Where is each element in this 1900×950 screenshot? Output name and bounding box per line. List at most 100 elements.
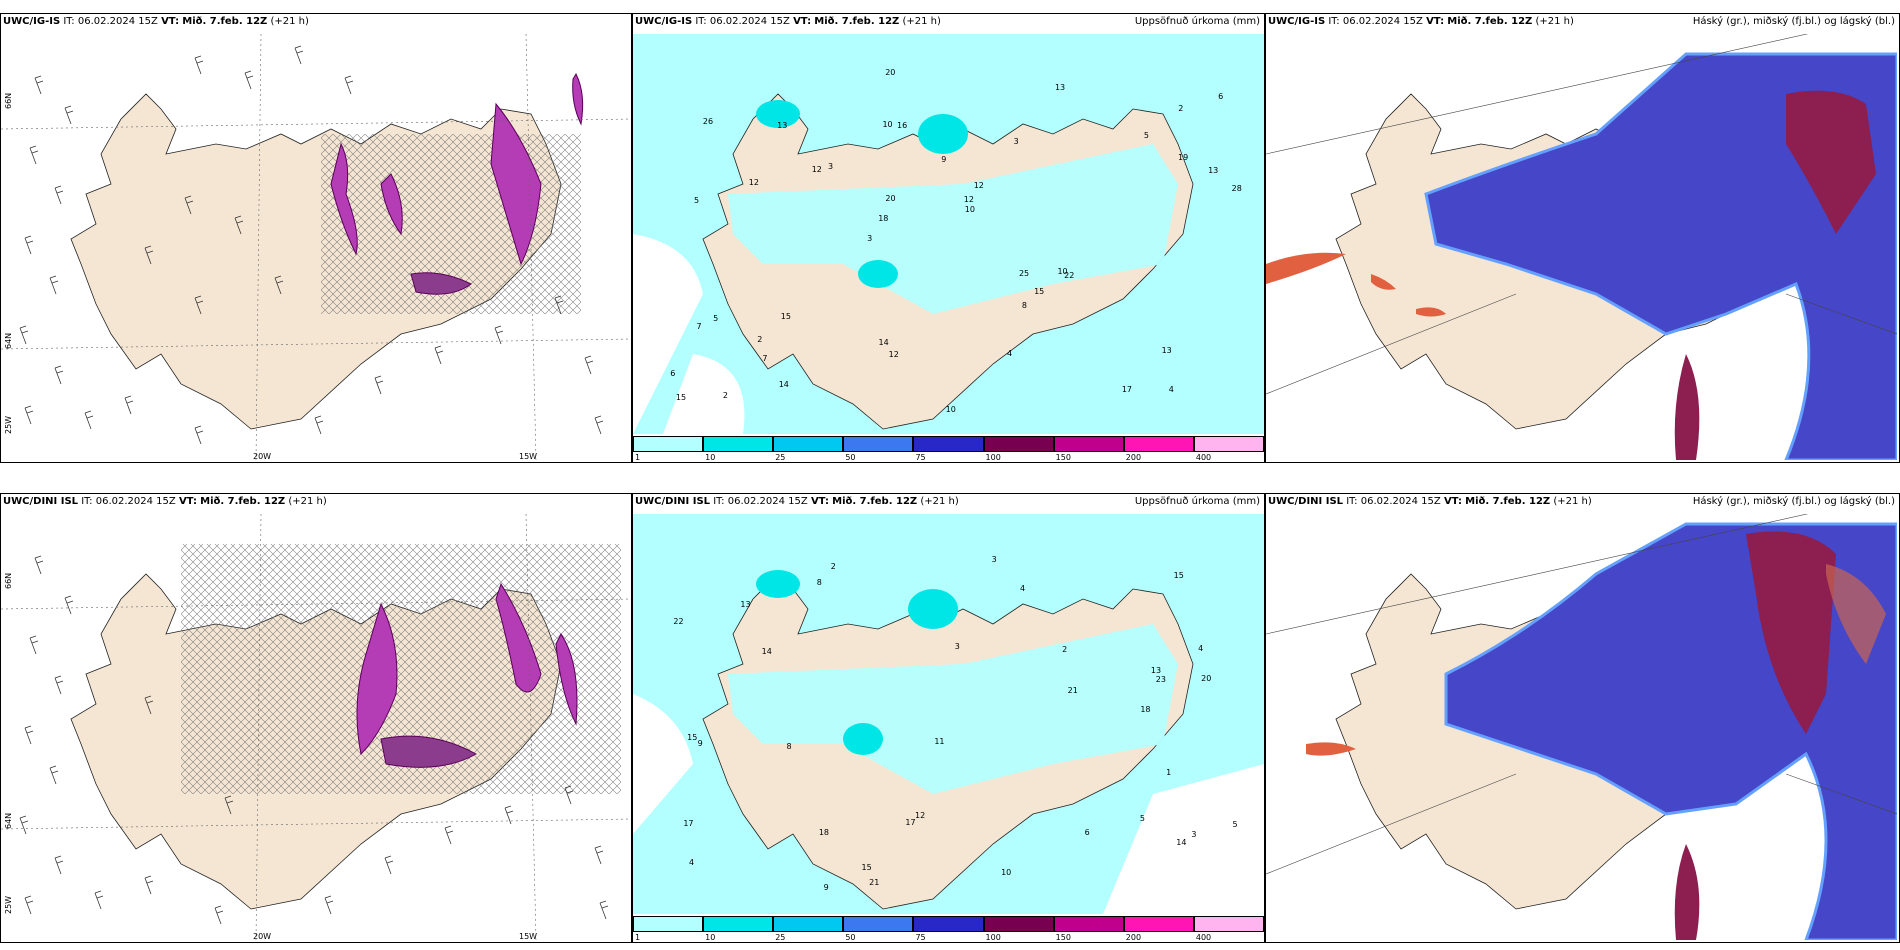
precip-value: 20 xyxy=(885,68,896,78)
lat-label: 64N xyxy=(4,812,13,829)
clouds-map xyxy=(1266,34,1897,460)
colorbar-tick: 25 xyxy=(775,453,786,462)
precip-value: 18 xyxy=(818,827,830,837)
colorbar-tick: 1 xyxy=(635,453,641,462)
precip-value: 12 xyxy=(811,164,822,174)
precip-value: 3 xyxy=(827,162,834,172)
precip-value: 13 xyxy=(1208,165,1219,175)
precip-value: 11 xyxy=(934,736,945,746)
lat-label: 25W xyxy=(4,895,13,914)
precip-value: 8 xyxy=(1021,301,1027,311)
precip-value: 13 xyxy=(777,121,788,131)
panel-precip-bottom: UWC/DINI ISL IT: 06.02.2024 15Z VT: Mið.… xyxy=(632,493,1265,943)
precip-value: 4 xyxy=(1006,349,1013,359)
precip-value: 15 xyxy=(675,392,687,402)
precip-value: 5 xyxy=(1139,813,1146,823)
precip-value: 26 xyxy=(702,116,714,126)
precip-value: 21 xyxy=(1067,685,1078,695)
panel-clouds-top: UWC/IG-IS IT: 06.02.2024 15Z VT: Mið. 7.… xyxy=(1265,13,1900,463)
precip-value: 9 xyxy=(941,154,947,164)
precip-value: 12 xyxy=(915,810,926,820)
precip-value: 4 xyxy=(688,857,695,867)
rate-blob xyxy=(330,142,358,256)
colorbar-tick: 400 xyxy=(1195,933,1212,942)
precip-value: 15 xyxy=(780,311,791,321)
wind-map xyxy=(1,514,631,940)
colorbar-swatch xyxy=(773,916,844,932)
lon-label: 15W xyxy=(519,932,538,941)
precip-value: 10 xyxy=(964,204,975,214)
colorbar-swatch xyxy=(983,916,1054,932)
precip-value: 12 xyxy=(888,350,899,360)
precip-value: 17 xyxy=(905,818,916,828)
panel-title: UWC/DINI ISL IT: 06.02.2024 15Z VT: Mið.… xyxy=(1268,496,1592,507)
precip-value: 10 xyxy=(882,119,893,129)
rate-blob xyxy=(380,173,403,236)
precip-value: 9 xyxy=(697,738,703,748)
colorbar-tick: 10 xyxy=(705,933,716,942)
colorbar: 1 10 25 50 75 100 150 200 400 xyxy=(633,436,1264,462)
precip-value: 17 xyxy=(683,818,694,828)
colorbar-swatch xyxy=(843,916,914,932)
colorbar-tick: 200 xyxy=(1125,933,1142,942)
colorbar-swatch xyxy=(773,436,844,452)
precip-value: 13 xyxy=(1161,345,1172,355)
colorbar-swatch xyxy=(633,436,704,452)
precip-value: 18 xyxy=(1140,705,1151,715)
panel-subtitle: Háský (gr.), miðský (fj.bl.) og lágský (… xyxy=(1692,16,1895,27)
precip-value: 2 xyxy=(757,334,763,344)
colorbar-tick: 50 xyxy=(845,933,856,942)
panel-wind-top: UWC/IG-IS IT: 06.02.2024 15Z VT: Mið. 7.… xyxy=(0,13,632,463)
precip-value: 5 xyxy=(713,314,719,324)
precip-value: 18 xyxy=(878,214,889,224)
colorbar-tick: 1 xyxy=(635,933,641,942)
colorbar-swatch xyxy=(913,436,984,452)
precip-value: 12 xyxy=(748,177,759,187)
colorbar-tick: 100 xyxy=(985,453,1001,462)
panel-title: UWC/IG-IS IT: 06.02.2024 15Z VT: Mið. 7.… xyxy=(1268,16,1574,27)
lat-label: 25W xyxy=(4,415,13,434)
colorbar-tick: 100 xyxy=(985,933,1001,942)
colorbar-swatch xyxy=(843,436,914,452)
wind-map xyxy=(1,34,631,460)
precip-value: 7 xyxy=(696,321,702,331)
colorbar-swatch xyxy=(913,916,984,932)
precip-value: 3 xyxy=(954,641,960,651)
precip-value: 12 xyxy=(973,180,984,190)
precip-value: 9 xyxy=(823,882,829,892)
precip-value: 7 xyxy=(762,354,768,364)
colorbar-tick: 75 xyxy=(915,933,926,942)
precip-value: 5 xyxy=(694,195,700,205)
precip-value: 14 xyxy=(1176,837,1187,847)
precip-value: 14 xyxy=(878,337,889,347)
colorbar-swatch xyxy=(1123,916,1194,932)
precip-value: 15 xyxy=(1034,287,1045,297)
colorbar-tick: 150 xyxy=(1055,453,1071,462)
precip-value: 10 xyxy=(1057,266,1068,276)
panel-title: UWC/IG-IS IT: 06.02.2024 15Z VT: Mið. 7.… xyxy=(3,16,309,27)
precip-value: 8 xyxy=(786,742,792,752)
rate-blob xyxy=(380,735,478,768)
rate-blob xyxy=(555,633,578,726)
colorbar-swatch xyxy=(1193,436,1264,452)
lat-label: 66N xyxy=(4,572,13,589)
precip-map xyxy=(633,514,1264,914)
colorbar-tick: 50 xyxy=(845,453,856,462)
colorbar-swatch xyxy=(703,916,774,932)
precip-value: 28 xyxy=(1231,184,1242,194)
precip-value: 13 xyxy=(740,599,751,609)
precip-value: 22 xyxy=(673,616,684,626)
precip-value: 12 xyxy=(963,194,974,204)
precip-value: 5 xyxy=(1143,131,1149,141)
colorbar-swatch xyxy=(1053,436,1124,452)
colorbar-swatch xyxy=(1123,436,1194,452)
precip-value: 17 xyxy=(1121,384,1133,394)
clouds-map xyxy=(1266,514,1897,940)
colorbar-tick: 75 xyxy=(915,453,926,462)
lon-label: 20W xyxy=(253,452,272,461)
colorbar-swatch xyxy=(703,436,774,452)
precip-value: 2 xyxy=(830,562,836,572)
lon-label: 20W xyxy=(253,932,272,941)
precip-value: 23 xyxy=(1155,674,1166,684)
precip-value: 2 xyxy=(1062,644,1068,654)
